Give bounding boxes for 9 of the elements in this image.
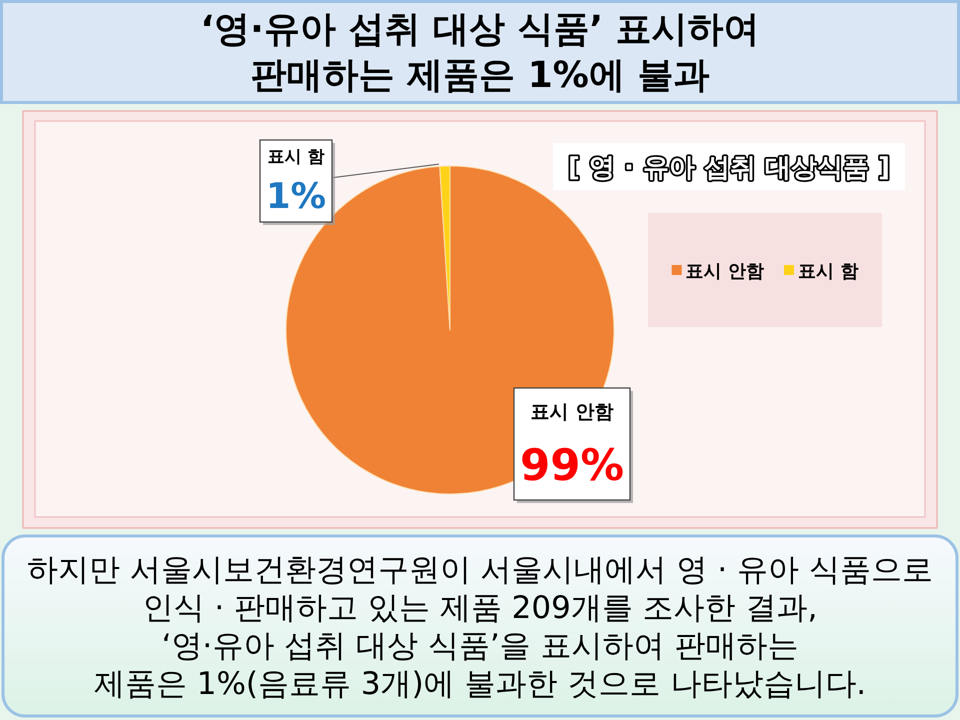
legend-label: 표시 함 (798, 261, 858, 282)
slice-label: 표시 안함 (530, 401, 614, 423)
data-label: 1% (266, 176, 326, 217)
text: 하지만 서울시보건환경연구원이 서울시내에서 영 · 유아 식품으로 인식 · 판매하고 있는 제품 209개를 조사한 결과, ‘영·유아 섭취 대상 식품’을 표시하여 판매하는 제품은 1%(음료류 3개)에 불과한 것으로 나타났습니다. (27, 552, 933, 702)
chart-title: ‘영·유아 섭취 대상 식품’ 표시하여 판매하는 제품은 1%에 불과 (200, 9, 760, 96)
chart-subtitle: [ 영 · 유아 섭취 대상식품 ] (568, 153, 890, 183)
data-label: 99% (520, 441, 624, 491)
legend-label: 표시 안함 (686, 261, 764, 282)
slice-label: 표시 함 (268, 147, 324, 167)
